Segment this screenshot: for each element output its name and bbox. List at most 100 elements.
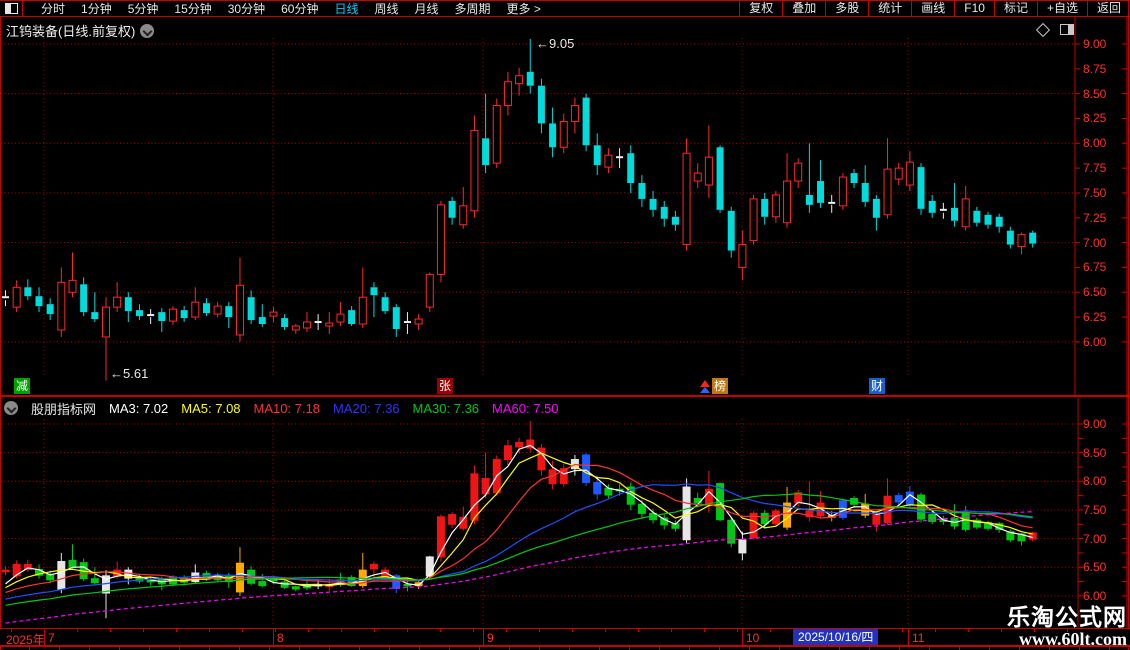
time-tick bbox=[44, 629, 45, 632]
candle-down bbox=[35, 296, 43, 307]
clipped-toolbar-row bbox=[0, 646, 1130, 650]
menu-item-60分钟[interactable]: 60分钟 bbox=[281, 2, 319, 16]
ma-label: MA5: 7.08 bbox=[181, 400, 241, 416]
menu-item-15分钟[interactable]: 15分钟 bbox=[174, 2, 212, 16]
menu-item-5分钟[interactable]: 5分钟 bbox=[127, 2, 159, 16]
candle-down bbox=[135, 310, 143, 317]
time-tick bbox=[605, 629, 606, 632]
candle-down bbox=[660, 206, 668, 219]
time-tick bbox=[308, 629, 309, 632]
month-divider bbox=[273, 629, 274, 645]
month-divider bbox=[44, 629, 45, 645]
candle-up bbox=[570, 105, 579, 122]
corner-icons bbox=[1035, 22, 1074, 37]
menu-item-复权[interactable]: 复权 bbox=[739, 1, 782, 16]
diamond-icon[interactable] bbox=[1035, 22, 1051, 37]
menu-item-日线[interactable]: 日线 bbox=[334, 2, 359, 16]
price-axis-label: 7.00 bbox=[1083, 531, 1107, 546]
period-menu: 分时 1分钟 5分钟 15分钟 30分钟 60分钟 日线 周线 月线 多周期 更多 > bbox=[23, 0, 739, 17]
signal-candle bbox=[928, 514, 937, 522]
candle-up bbox=[738, 244, 747, 268]
time-tick bbox=[506, 629, 507, 632]
signal-candle bbox=[816, 502, 825, 517]
candle-down bbox=[951, 207, 959, 221]
price-axis-label: 6.50 bbox=[1083, 285, 1107, 300]
candle-up bbox=[604, 154, 613, 168]
ma-line-20 bbox=[5, 483, 1033, 600]
candle-up bbox=[436, 204, 445, 275]
badge-张[interactable]: 张 bbox=[437, 378, 453, 394]
window-control[interactable] bbox=[0, 1, 23, 16]
badge-财[interactable]: 财 bbox=[869, 378, 885, 394]
candle-up bbox=[425, 273, 434, 308]
indicator-header: 股朋指标网 MA3: 7.02 MA5: 7.08 MA10: 7.18 MA20: … bbox=[4, 399, 559, 417]
chevron-down-icon[interactable] bbox=[140, 23, 155, 38]
signal-candle bbox=[917, 494, 926, 520]
candle-down bbox=[24, 287, 32, 297]
candle-down bbox=[448, 200, 456, 218]
price-axis-label: 8.00 bbox=[1083, 474, 1107, 489]
price-axis-label: 6.25 bbox=[1083, 310, 1107, 325]
menu-item-多股[interactable]: 多股 bbox=[825, 1, 868, 16]
menu-item-30分钟[interactable]: 30分钟 bbox=[227, 2, 266, 16]
menu-item-月线[interactable]: 月线 bbox=[414, 2, 439, 16]
candle-doji bbox=[828, 201, 836, 204]
candle-down bbox=[392, 307, 400, 329]
chart-title-row: 江钨装备(日线.前复权) bbox=[6, 21, 155, 40]
badge-减[interactable]: 减 bbox=[14, 378, 30, 394]
menu-item-多周期[interactable]: 多周期 bbox=[454, 2, 491, 16]
candle-down bbox=[973, 210, 981, 223]
menu-item-画线[interactable]: 画线 bbox=[911, 1, 954, 16]
menu-item-分时[interactable]: 分时 bbox=[41, 2, 66, 16]
right-frame bbox=[1128, 0, 1129, 650]
time-tick bbox=[275, 629, 276, 632]
candle-up bbox=[470, 129, 479, 212]
badge-榜[interactable]: 榜 bbox=[712, 378, 728, 394]
signal-candle bbox=[805, 510, 814, 518]
time-tick bbox=[374, 629, 375, 632]
price-axis-label: 6.75 bbox=[1083, 260, 1107, 275]
candle-up bbox=[961, 198, 970, 228]
signal-candle bbox=[894, 495, 903, 503]
month-label-9: 9 bbox=[487, 631, 494, 645]
watermark-name: 乐淘公式网 bbox=[1007, 604, 1127, 630]
candle-doji bbox=[147, 314, 155, 317]
indicator-source: 股朋指标网 bbox=[31, 401, 97, 417]
candle-up bbox=[1017, 234, 1026, 248]
menu-item-周线[interactable]: 周线 bbox=[374, 2, 399, 16]
time-tick bbox=[671, 629, 672, 632]
candle-up bbox=[336, 313, 345, 323]
panel-separator bbox=[0, 395, 1130, 397]
watermark-url: www.60lt.com bbox=[1019, 629, 1127, 649]
candle-doji bbox=[939, 208, 947, 211]
price-axis-label: 8.50 bbox=[1083, 445, 1107, 460]
menu-item-+自选[interactable]: +自选 bbox=[1036, 1, 1087, 16]
menu-item-1分钟[interactable]: 1分钟 bbox=[81, 2, 112, 16]
menu-item-叠加[interactable]: 叠加 bbox=[782, 1, 825, 16]
candle-down bbox=[805, 194, 813, 205]
time-tick bbox=[902, 629, 903, 632]
menu-item-返回[interactable]: 返回 bbox=[1086, 1, 1130, 16]
panel-maximize-icon[interactable] bbox=[1060, 24, 1074, 35]
indicator-chevron-icon[interactable] bbox=[4, 401, 18, 415]
candle-down bbox=[638, 183, 646, 199]
candle-up bbox=[503, 81, 512, 107]
menu-item-统计[interactable]: 统计 bbox=[868, 1, 911, 16]
signal-candle bbox=[23, 563, 32, 571]
candle-up bbox=[515, 75, 524, 85]
tools-menu: 复权 叠加 多股 统计 画线 F10 标记 +自选 返回 bbox=[739, 1, 1130, 16]
high-price-annotation: ←9.05 bbox=[536, 36, 575, 51]
menu-item-F10[interactable]: F10 bbox=[954, 1, 994, 16]
price-axis-label: 7.00 bbox=[1083, 235, 1107, 250]
signal-candle bbox=[291, 586, 300, 590]
menu-item-更多 >[interactable]: 更多 > bbox=[506, 2, 541, 16]
signal-candle bbox=[749, 512, 758, 538]
ma-label: MA20: 7.36 bbox=[333, 400, 400, 416]
time-axis[interactable]: 2025年 7 8 9 10 11 2025/10/16/四 bbox=[0, 629, 1130, 647]
menu-item-标记[interactable]: 标记 bbox=[993, 1, 1037, 16]
signal-candle bbox=[760, 512, 769, 525]
month-label-7: 7 bbox=[48, 631, 55, 645]
signal-candle bbox=[727, 519, 736, 544]
candle-up bbox=[905, 161, 914, 186]
